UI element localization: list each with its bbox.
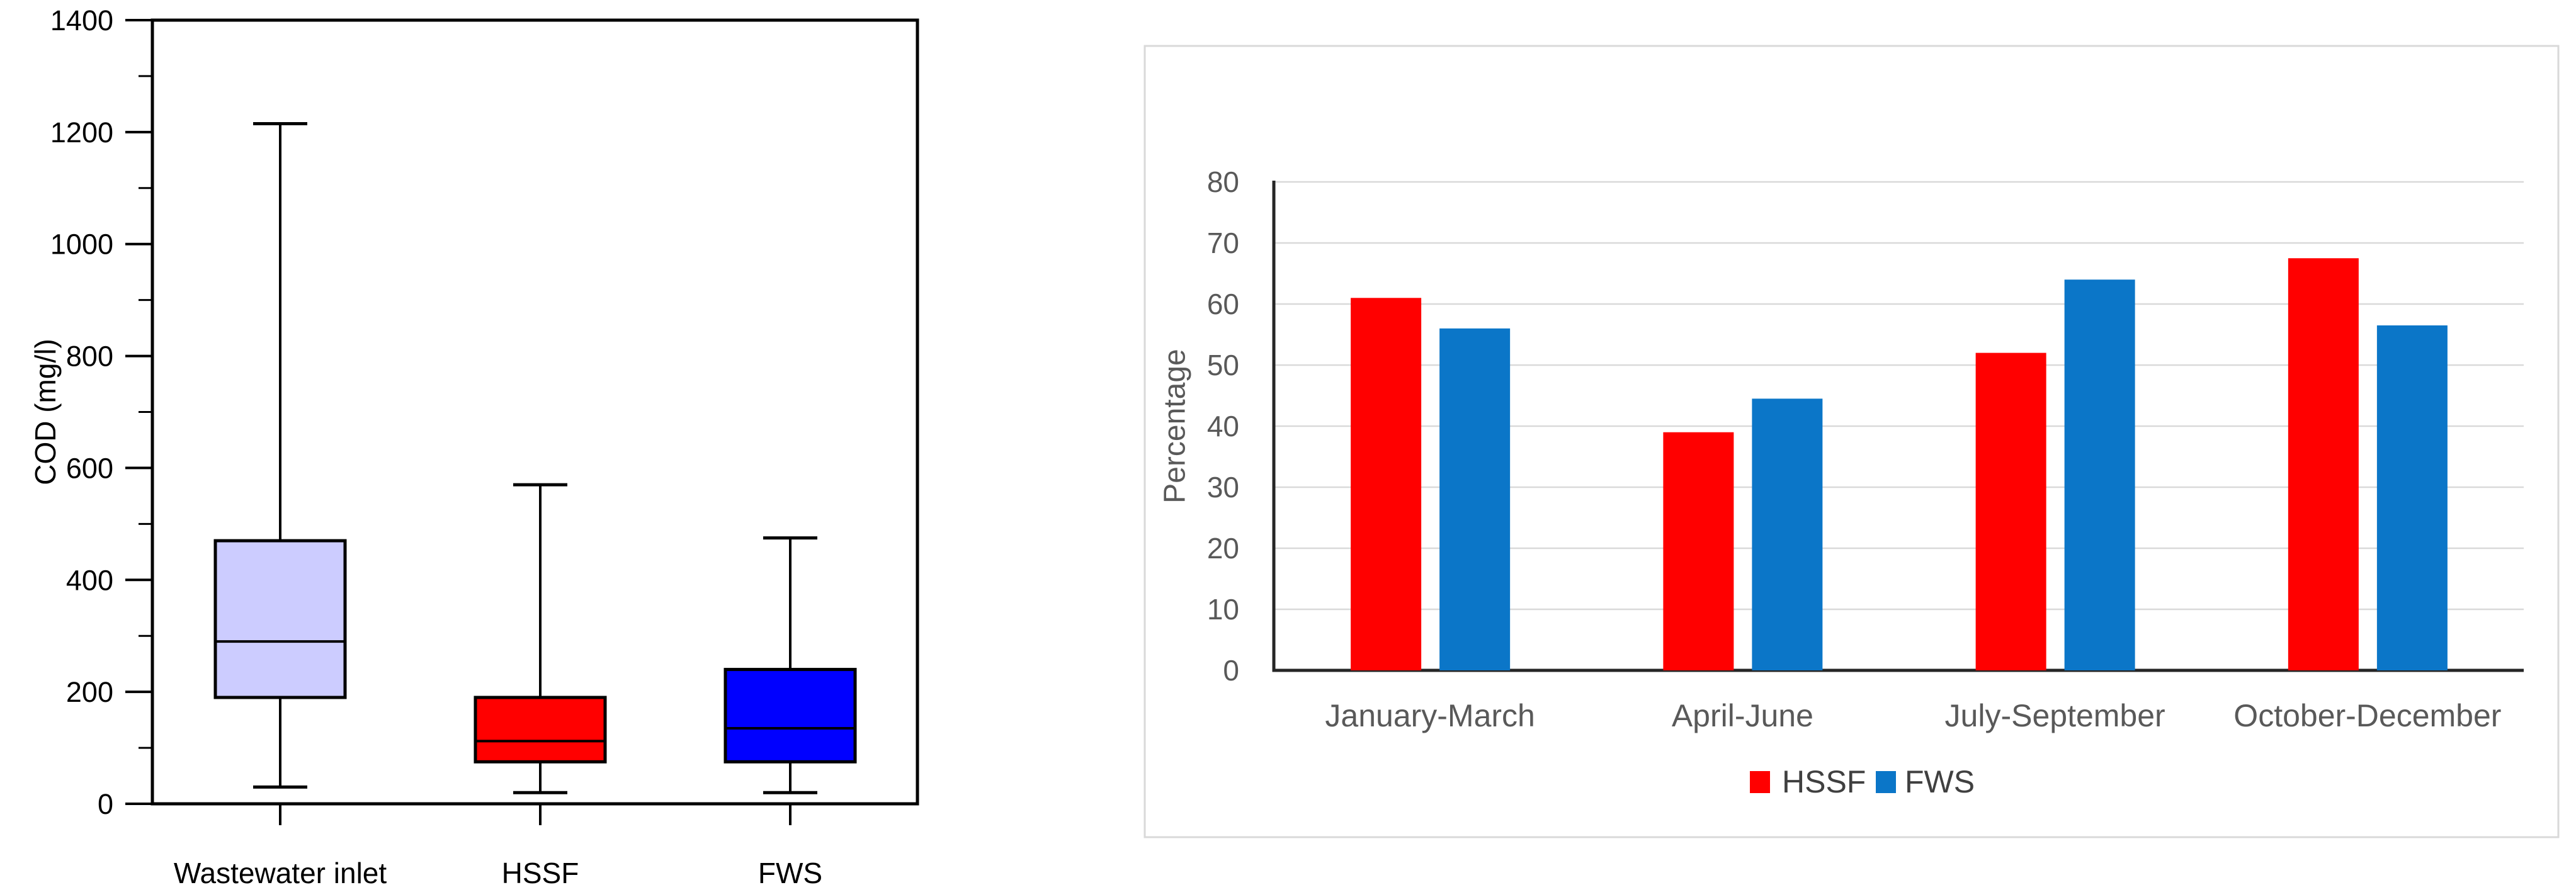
y-tick-label: 70 bbox=[1207, 227, 1239, 259]
category-label-july-september: July-September bbox=[1945, 698, 2165, 733]
y-axis-title: Percentage bbox=[1159, 349, 1192, 504]
y-tick-label: 600 bbox=[66, 452, 113, 484]
bar-hssf-july-september bbox=[1975, 352, 2046, 670]
box-hssf bbox=[474, 696, 607, 764]
bar-fws-july-september bbox=[2064, 279, 2135, 670]
y-tick-label: 30 bbox=[1207, 471, 1239, 504]
y-tick-label: 80 bbox=[1207, 166, 1239, 198]
bar-fws-october-december bbox=[2376, 325, 2448, 670]
y-tick-label: 800 bbox=[66, 341, 113, 373]
bar-fws-january-march bbox=[1439, 328, 1511, 670]
box-fws bbox=[723, 668, 857, 764]
y-axis-title: COD (mg/l) bbox=[29, 339, 62, 485]
y-tick-label: 1200 bbox=[50, 116, 113, 149]
y-tick-label: 400 bbox=[66, 564, 113, 596]
y-tick-label: 1000 bbox=[50, 228, 113, 261]
y-tick-label: 50 bbox=[1207, 349, 1239, 381]
y-tick-label: 40 bbox=[1207, 410, 1239, 442]
y-tick-label: 20 bbox=[1207, 532, 1239, 565]
y-tick-label: 60 bbox=[1207, 288, 1239, 320]
category-label-october-december: October-December bbox=[2233, 698, 2501, 733]
category-label-january-march: January-March bbox=[1325, 698, 1535, 733]
y-tick-label: 0 bbox=[98, 788, 113, 820]
legend-swatch-fws bbox=[1876, 771, 1896, 793]
category-label-fws: FWS bbox=[758, 857, 822, 885]
legend-label-hssf: HSSF bbox=[1782, 764, 1866, 799]
y-tick-label: 10 bbox=[1207, 593, 1239, 626]
bar-hssf-april-june bbox=[1663, 432, 1734, 670]
bar-hssf-october-december bbox=[2288, 258, 2359, 670]
percentage-bar-chart: 0 10 20 30 40 50 60 70 80 Percentage January-March… bbox=[1143, 45, 2560, 838]
category-label-wastewater-inlet: Wastewater inlet bbox=[174, 857, 387, 885]
cod-boxplot: 0 200 400 600 800 1000 1200 1400 COD (mg/l) Waste… bbox=[29, 4, 919, 885]
bar-hssf-january-march bbox=[1351, 298, 1422, 670]
bar-fws-april-june bbox=[1752, 398, 1823, 670]
y-tick-label: 200 bbox=[66, 676, 113, 708]
box-wastewater-inlet bbox=[213, 539, 347, 699]
legend-label-fws: FWS bbox=[1905, 764, 1975, 799]
y-tick-label: 1400 bbox=[50, 4, 113, 37]
legend-swatch-hssf bbox=[1750, 771, 1770, 793]
category-label-hssf: HSSF bbox=[502, 857, 579, 885]
category-label-april-june: April-June bbox=[1672, 698, 1813, 733]
y-tick-label: 0 bbox=[1223, 654, 1239, 687]
